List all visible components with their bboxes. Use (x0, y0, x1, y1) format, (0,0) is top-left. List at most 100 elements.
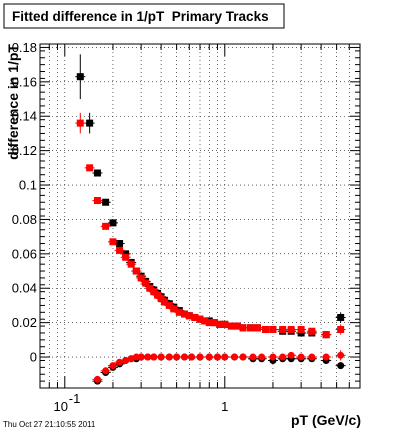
data-point (322, 331, 330, 339)
x-axis-title: pT (GeV/c) (291, 412, 361, 428)
series (92, 350, 346, 383)
data-point (146, 284, 154, 292)
data-point (287, 326, 295, 334)
data-point (109, 219, 117, 227)
y-tick-label: 0.12 (12, 143, 37, 158)
data-point (144, 353, 152, 361)
data-point (249, 353, 257, 361)
data-point (205, 353, 213, 361)
data-point (76, 119, 84, 127)
series (75, 54, 346, 339)
y-tick-label: 0.18 (12, 40, 37, 55)
y-tick-label: 0.02 (12, 315, 37, 330)
data-point (233, 322, 241, 330)
data-point (337, 362, 345, 370)
data-point (154, 291, 162, 299)
data-point (308, 327, 316, 335)
data-point (322, 353, 330, 361)
data-point (227, 322, 235, 330)
data-point (269, 353, 277, 361)
data-point (76, 73, 84, 81)
data-point (213, 353, 221, 361)
data-point (337, 326, 345, 334)
data-series (75, 54, 346, 385)
data-point (157, 353, 165, 361)
data-point (196, 353, 204, 361)
y-tick-label: 0.1 (19, 178, 37, 193)
data-point (279, 326, 287, 334)
data-point (86, 119, 94, 127)
data-point (175, 308, 183, 316)
data-point (216, 320, 224, 328)
data-point (247, 324, 255, 332)
data-point (150, 288, 158, 296)
x-tick-label: 1 (221, 399, 228, 414)
series (75, 112, 346, 339)
data-point (180, 310, 188, 318)
data-point (253, 324, 261, 332)
data-point (102, 198, 110, 206)
data-point (239, 324, 247, 332)
data-point (297, 353, 305, 361)
data-point (297, 326, 305, 334)
data-point (122, 253, 130, 261)
data-point (116, 246, 124, 254)
data-point (109, 238, 117, 246)
title-box: Fitted difference in 1/pT Primary Tracks (3, 3, 285, 29)
data-point (196, 315, 204, 323)
data-point (137, 353, 145, 361)
y-axis-title: difference in 1/pT (5, 44, 21, 160)
data-point (93, 375, 101, 383)
data-point (109, 362, 117, 370)
data-point (150, 353, 158, 361)
x-tick-label: 10 (54, 399, 68, 414)
data-point (230, 353, 238, 361)
data-point (210, 319, 218, 327)
data-point (221, 353, 229, 361)
data-point (185, 312, 193, 320)
y-tick-label: 0.14 (12, 109, 37, 124)
data-point (127, 260, 135, 268)
data-point (173, 353, 181, 361)
axis-ticks (39, 43, 361, 389)
data-point (86, 164, 94, 172)
data-point (201, 317, 209, 325)
data-point (93, 169, 101, 177)
data-point (165, 353, 173, 361)
x-tick-label-exponent: -1 (69, 391, 81, 406)
data-point (337, 313, 345, 321)
y-tick-label: 0 (30, 350, 37, 365)
data-point (165, 301, 173, 309)
data-point (116, 358, 124, 366)
data-point (337, 351, 345, 359)
timestamp-footer: Thu Oct 27 21:10:55 2011 (3, 420, 96, 429)
data-point (102, 222, 110, 230)
data-point (188, 353, 196, 361)
data-point (279, 353, 287, 361)
data-point (116, 240, 124, 248)
data-point (262, 326, 270, 334)
data-point (170, 305, 178, 313)
data-point (258, 353, 266, 361)
data-point (102, 367, 110, 375)
data-point (180, 353, 188, 361)
data-point (308, 353, 316, 361)
chart-title: Fitted difference in 1/pT Primary Tracks (12, 9, 269, 24)
y-tick-label: 0.08 (12, 212, 37, 227)
data-point (269, 326, 277, 334)
data-point (137, 274, 145, 282)
data-point (132, 267, 140, 275)
data-point (221, 320, 229, 328)
data-point (161, 298, 169, 306)
data-point (239, 353, 247, 361)
data-point (93, 197, 101, 205)
tick-labels: 0 0.02 0.04 0.06 0.08 0.1 0.12 0.14 0.16 0.18 10-1… (12, 40, 229, 414)
y-tick-label: 0.16 (12, 74, 37, 89)
data-point (191, 313, 199, 321)
title-frame (3, 3, 285, 29)
y-tick-label: 0.04 (12, 281, 37, 296)
data-point (287, 351, 295, 359)
data-point (142, 279, 150, 287)
y-tick-label: 0.06 (12, 246, 37, 261)
